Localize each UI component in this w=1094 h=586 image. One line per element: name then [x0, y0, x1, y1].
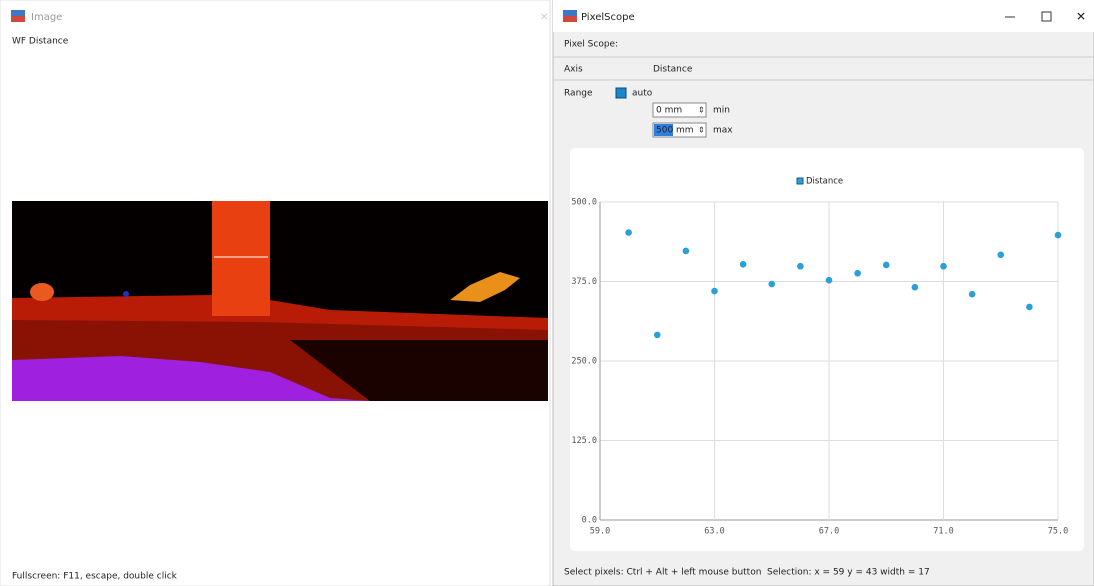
data-point: [997, 251, 1004, 258]
max-label: max: [713, 126, 733, 136]
data-point: [654, 332, 661, 339]
close-button[interactable]: ✕: [1076, 10, 1086, 24]
data-point: [683, 248, 690, 255]
screen: Image ✕ WF Distance Fullscreen: F11, esc…: [0, 0, 1094, 586]
data-point: [711, 288, 718, 295]
y-tick-label: 500.0: [571, 198, 597, 208]
x-tick-label: 67.0: [819, 527, 839, 537]
data-point: [940, 263, 947, 270]
y-tick-label: 250.0: [571, 357, 597, 367]
auto-label: auto: [632, 89, 653, 99]
status-hint: Select pixels: Ctrl + Alt + left mouse b…: [564, 568, 761, 578]
max-input-text: 500 mm: [656, 126, 694, 136]
data-point: [740, 261, 747, 268]
data-point: [1055, 232, 1062, 239]
legend-swatch: [797, 178, 803, 184]
status-selection: Selection: x = 59 y = 43 width = 17: [767, 568, 930, 578]
axis-label: Axis: [564, 65, 583, 75]
min-input-text: 0 mm: [656, 106, 682, 116]
window-icon-part: [11, 16, 25, 22]
axis-value: Distance: [653, 65, 693, 75]
spin-arrows[interactable]: ⇕: [698, 126, 705, 135]
x-tick-label: 59.0: [590, 527, 610, 537]
data-point: [826, 277, 833, 284]
window-icon-part: [563, 16, 577, 22]
min-label: min: [713, 106, 730, 116]
window-title: PixelScope: [581, 12, 635, 23]
window-title: Image: [31, 12, 62, 23]
status-text: Fullscreen: F11, escape, double click: [12, 572, 178, 582]
data-point: [912, 284, 919, 291]
data-point: [797, 263, 804, 270]
data-point: [768, 281, 775, 288]
depth-image: [12, 201, 548, 401]
x-tick-label: 75.0: [1048, 527, 1068, 537]
image-label: WF Distance: [12, 37, 69, 47]
legend-label: Distance: [806, 177, 843, 187]
x-tick-label: 71.0: [933, 527, 953, 537]
close-button[interactable]: ✕: [540, 12, 548, 23]
data-point: [969, 291, 976, 298]
data-point: [625, 229, 632, 236]
data-point: [854, 270, 861, 277]
spin-arrows[interactable]: ⇕: [698, 106, 705, 115]
auto-checkbox[interactable]: [616, 88, 626, 98]
y-tick-label: 125.0: [571, 436, 597, 446]
section-header: Pixel Scope:: [564, 40, 618, 50]
y-tick-label: 0.0: [582, 516, 597, 526]
chart-card: [570, 148, 1084, 551]
data-point: [1026, 304, 1033, 311]
data-point: [883, 262, 890, 269]
range-label: Range: [564, 89, 593, 99]
y-tick-label: 375.0: [571, 277, 597, 287]
x-tick-label: 63.0: [704, 527, 724, 537]
